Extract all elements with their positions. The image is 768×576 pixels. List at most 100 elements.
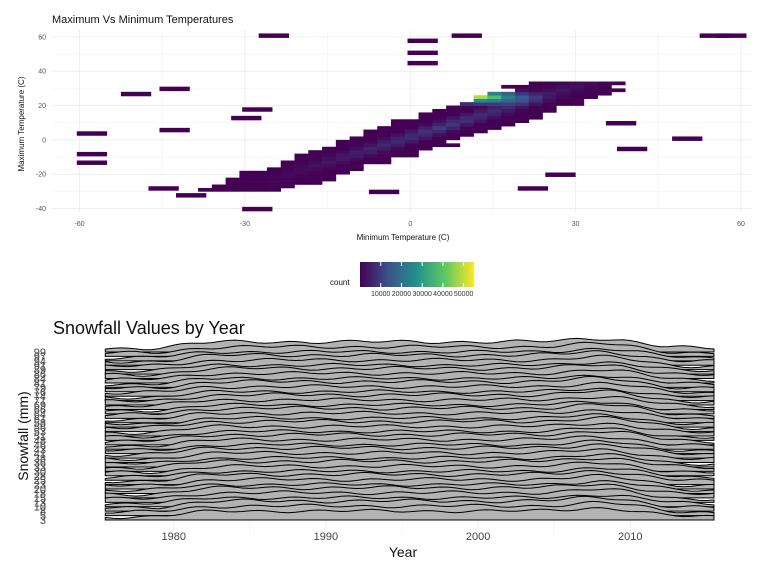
heatmap-outlier-cell	[76, 131, 108, 136]
heatmap-cell	[432, 122, 447, 127]
heatmap-cell	[528, 91, 543, 96]
heatmap-cell	[432, 115, 447, 120]
ridge-series	[104, 507, 715, 521]
heatmap-cell	[501, 112, 516, 117]
heatmap-cell	[418, 136, 433, 141]
ridgeline-y-label: Snowfall (mm)	[15, 391, 31, 480]
heatmap-cell	[239, 181, 254, 185]
heatmap-x-tick-label: -30	[240, 221, 250, 228]
heatmap-cell	[556, 91, 571, 96]
heatmap-cell	[501, 95, 516, 99]
heatmap-cell	[597, 91, 612, 96]
heatmap-cell	[473, 102, 488, 106]
heatmap-cell	[377, 157, 392, 161]
heatmap-cell	[404, 153, 419, 158]
heatmap-cell	[570, 88, 585, 93]
heatmap-cell	[349, 143, 364, 148]
heatmap-cell	[418, 139, 433, 144]
heatmap-cell	[528, 88, 543, 93]
heatmap-cell	[390, 126, 406, 130]
heatmap-cell	[473, 98, 488, 103]
heatmap-cell	[528, 112, 543, 117]
heatmap-cell	[322, 153, 337, 158]
heatmap-cell	[501, 122, 516, 127]
heatmap-outlier-cell	[76, 160, 108, 165]
heatmap-cell	[363, 136, 378, 141]
heatmap-cell	[335, 167, 350, 172]
heatmap-cell	[514, 98, 530, 103]
heatmap-cell	[404, 122, 419, 127]
heatmap-cell	[473, 126, 488, 130]
heatmap-y-tick-label: -20	[36, 172, 46, 179]
heatmap-cell	[487, 102, 502, 106]
heatmap-cell	[266, 187, 282, 192]
heatmap-cell	[611, 81, 626, 86]
heatmap-y-label: Maximum Temperature (C)	[17, 76, 26, 171]
heatmap-outlier-cell	[242, 206, 273, 212]
ridgeline-x-tick-label: 2000	[466, 531, 490, 543]
heatmap-cell	[459, 108, 474, 113]
heatmap-cell	[514, 88, 530, 93]
heatmap-cell	[418, 146, 433, 151]
heatmap-cell	[528, 105, 543, 110]
heatmap-cell	[294, 157, 309, 161]
heatmap-cell	[556, 102, 571, 106]
heatmap-cell	[432, 126, 447, 130]
ridgeline-y-tick-label: 91	[34, 360, 46, 372]
heatmap-cell	[501, 115, 516, 120]
heatmap-x-tick-label: 30	[572, 221, 580, 228]
legend-tick-label: 20000	[392, 291, 412, 298]
heatmap-cell	[446, 105, 461, 110]
ridgeline-y-tick-label: 41	[34, 449, 46, 461]
heatmap-outlier-cell	[258, 33, 290, 38]
ridgeline-y-tick-label: 48	[34, 435, 46, 447]
heatmap-cell	[349, 153, 364, 158]
ridgeline-y-tick-label: 46	[34, 440, 46, 452]
heatmap-cell	[377, 133, 392, 137]
heatmap-cell	[294, 153, 309, 158]
heatmap-cell	[377, 143, 392, 148]
heatmap-cell	[253, 187, 268, 192]
heatmap-cell	[501, 108, 516, 113]
heatmap-cell	[583, 88, 598, 93]
legend-tick-label: 10000	[371, 291, 391, 298]
heatmap-cell	[487, 98, 502, 103]
heatmap-cell	[239, 174, 254, 178]
heatmap-cell	[280, 174, 295, 178]
ridgeline-y-tick-label: 69	[34, 400, 46, 412]
heatmap-cell	[390, 150, 406, 154]
heatmap-y-tick-label: 60	[38, 34, 46, 41]
heatmap-cell	[349, 160, 364, 165]
heatmap-cell	[418, 112, 433, 117]
heatmap-cell	[459, 133, 474, 137]
heatmap-cell	[404, 119, 419, 124]
heatmap-cell	[418, 115, 433, 120]
ridgeline-y-tick-label: 61	[34, 413, 46, 425]
heatmap-cell	[363, 153, 378, 158]
ridgeline-y-tick-label: 43	[34, 444, 46, 456]
ridgeline-y-tick-label: 66	[34, 404, 46, 416]
heatmap-x-ticks: -60 -30 0 30 60	[74, 221, 744, 228]
ridgeline-x-label: Year	[389, 544, 418, 560]
ridgeline-y-tick-label: 94	[34, 356, 46, 368]
ridgeline-y-tick-label: 89	[34, 365, 46, 377]
heatmap-cell	[446, 133, 461, 137]
heatmap-cell	[349, 157, 364, 161]
heatmap-y-tick-label: 20	[38, 103, 46, 110]
heatmap-cell	[363, 139, 378, 144]
heatmap-cell	[459, 119, 474, 124]
heatmap-y-ticks: -40 -20 0 20 40 60	[36, 34, 46, 213]
heatmap-cell	[266, 170, 282, 175]
heatmap-cell	[446, 108, 461, 113]
heatmap-cell	[322, 163, 337, 168]
heatmap-cell	[363, 129, 378, 134]
ridgeline-y-tick-label: 13	[34, 497, 46, 509]
heatmap-cell	[528, 81, 543, 86]
heatmap-outlier-cell	[672, 136, 703, 141]
heatmap-cell	[308, 177, 323, 182]
heatmap-cell	[514, 84, 530, 89]
heatmap-cell	[459, 126, 474, 130]
heatmap-cell	[418, 143, 433, 148]
heatmap-cell	[322, 150, 337, 154]
heatmap-cell	[404, 136, 419, 141]
